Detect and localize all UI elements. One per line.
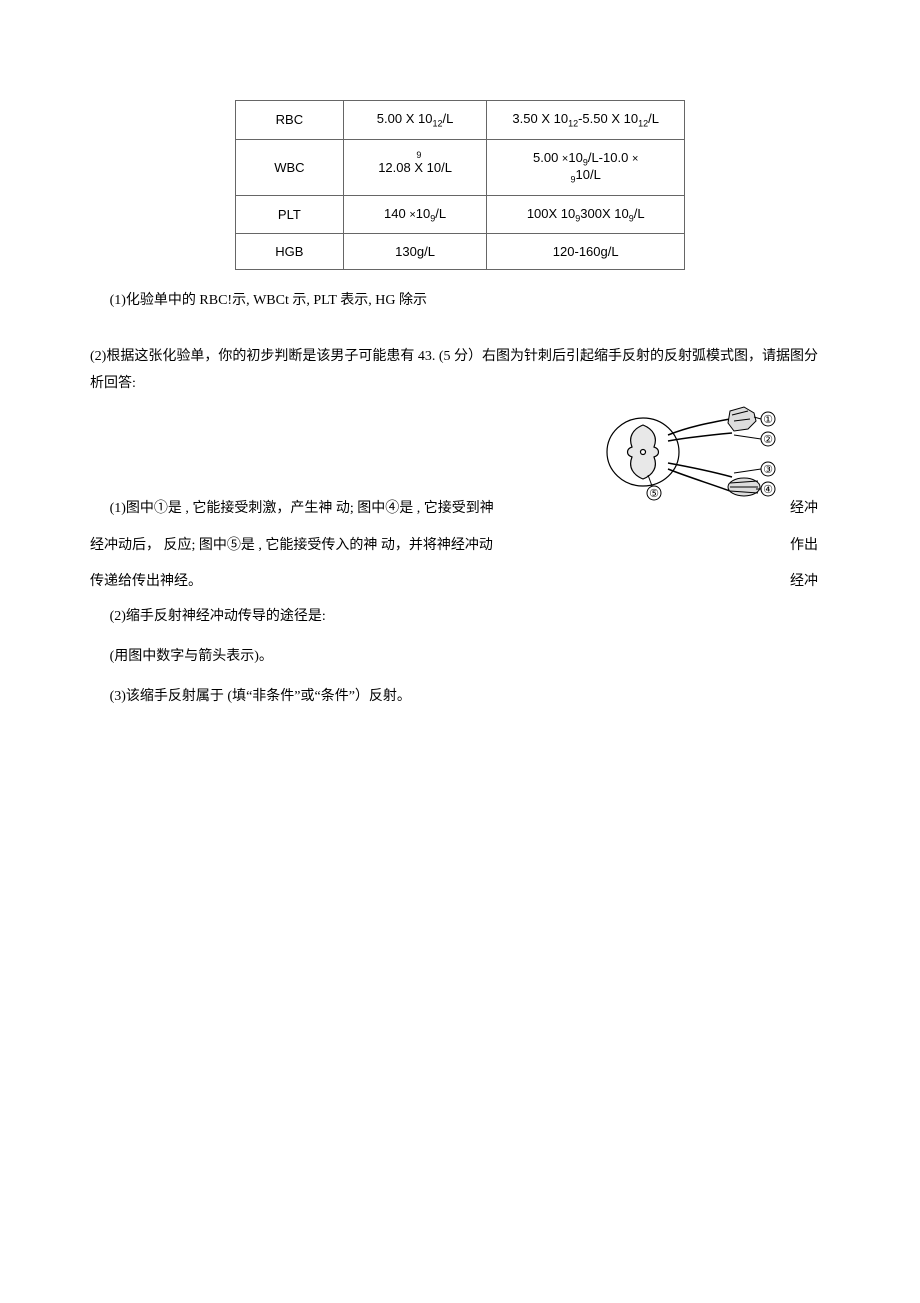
cell-rbc-label: RBC xyxy=(236,101,344,140)
q43-part2b: (用图中数字与箭头表示)。 xyxy=(90,640,830,674)
cell-hgb-value: 130g/L xyxy=(343,234,487,270)
cell-wbc-label: WBC xyxy=(236,139,344,195)
cell-plt-value: 140 ×109/L xyxy=(343,195,487,234)
cell-hgb-range: 120-160g/L xyxy=(487,234,685,270)
cell-wbc-value: 12.08 9X 10/L xyxy=(343,139,487,195)
document-page: RBC 5.00 X 1012/L 3.50 X 1012-5.50 X 101… xyxy=(0,0,920,779)
q43-line1-left: (1)图中①是 , 它能接受刺激，产生神 动; 图中④是 , 它接受到神 xyxy=(90,491,586,527)
svg-text:③: ③ xyxy=(763,464,773,476)
q43-line2-left: 经冲动后， 反应; 图中⑤是 , 它能接受传入的神 动，并将神经冲动 xyxy=(90,528,784,564)
q42-part2-q43-intro: (2)根据这张化验单，你的初步判断是该男子可能患有 43. (5 分）右图为针刺… xyxy=(90,344,830,397)
svg-text:⑤: ⑤ xyxy=(649,488,659,500)
cell-plt-label: PLT xyxy=(236,195,344,234)
q43-line3-left: 传递给传出神经。 xyxy=(90,564,784,600)
q43-part3: (3)该缩手反射属于 (填“非条件”或“条件”）反射。 xyxy=(90,680,830,714)
svg-text:①: ① xyxy=(763,414,773,426)
table-row: RBC 5.00 X 1012/L 3.50 X 1012-5.50 X 101… xyxy=(236,101,685,140)
q43-line3-right: 经冲 xyxy=(784,564,830,600)
q43-line2-right: 作出 xyxy=(784,528,830,564)
table-row: HGB 130g/L 120-160g/L xyxy=(236,234,685,270)
q42-part1: (1)化验单中的 RBC!示, WBCt 示, PLT 表示, HG 除示 xyxy=(90,284,830,318)
svg-text:④: ④ xyxy=(763,484,773,496)
table-row: WBC 12.08 9X 10/L 5.00 ×109/L-10.0 ×910/… xyxy=(236,139,685,195)
cell-plt-range: 100X 109300X 109/L xyxy=(487,195,685,234)
cell-rbc-range: 3.50 X 1012-5.50 X 1012/L xyxy=(487,101,685,140)
cell-wbc-range: 5.00 ×109/L-10.0 ×910/L xyxy=(487,139,685,195)
svg-text:②: ② xyxy=(763,434,773,446)
reflex-arc-diagram: ① ② ③ ④ xyxy=(598,397,778,512)
lab-results-table: RBC 5.00 X 1012/L 3.50 X 1012-5.50 X 101… xyxy=(235,100,685,270)
table-row: PLT 140 ×109/L 100X 109300X 109/L xyxy=(236,195,685,234)
cell-hgb-label: HGB xyxy=(236,234,344,270)
q43-line1-right: 经冲 xyxy=(784,491,830,527)
q43-body: (1)图中①是 , 它能接受刺激，产生神 动; 图中④是 , 它接受到神 xyxy=(90,403,830,600)
cell-rbc-value: 5.00 X 1012/L xyxy=(343,101,487,140)
q43-part2: (2)缩手反射神经冲动传导的途径是: xyxy=(90,600,830,634)
